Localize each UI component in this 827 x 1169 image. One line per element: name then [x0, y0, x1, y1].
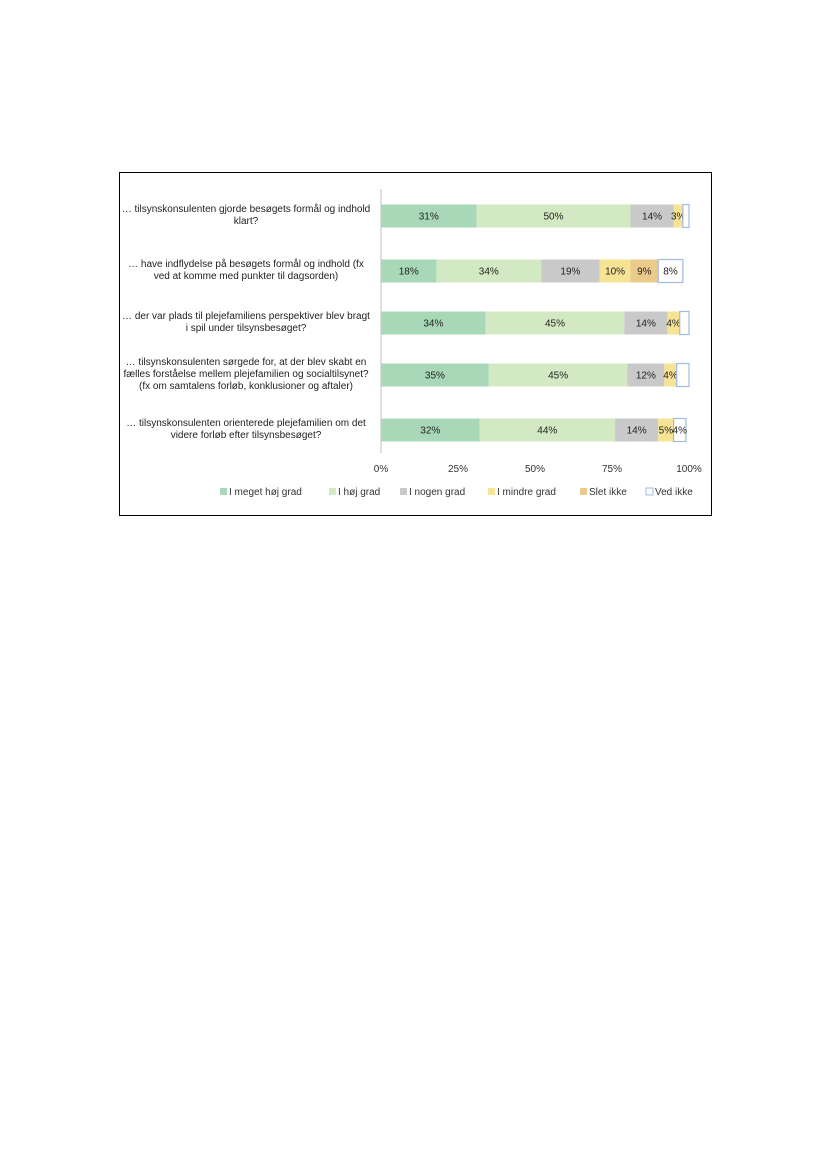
bar-segment [615, 418, 659, 442]
legend-swatch [645, 487, 654, 496]
bar-segment [479, 418, 616, 442]
legend-label: I nogen grad [409, 487, 465, 498]
legend-label: I høj grad [338, 487, 380, 498]
bar-segment [627, 363, 665, 387]
data-label: 14% [642, 212, 662, 223]
bar-segment [657, 258, 684, 284]
bar-segment [664, 363, 677, 387]
x-tick-label: 100% [676, 464, 702, 475]
legend-label: I meget høj grad [229, 487, 302, 498]
bar-segment [682, 203, 690, 229]
legend-swatch [329, 488, 336, 495]
bar-segment [381, 418, 480, 442]
data-label: 34% [479, 267, 499, 278]
bar-segment [381, 259, 437, 283]
bar-segment [630, 259, 659, 283]
x-tick-label: 25% [448, 464, 468, 475]
data-label: 31% [419, 212, 439, 223]
bar-segment [485, 311, 625, 335]
legend-swatch [580, 488, 587, 495]
data-label: 35% [425, 371, 445, 382]
bar-segment [381, 311, 486, 335]
data-label: 50% [543, 212, 563, 223]
data-label: 44% [537, 426, 557, 437]
bar-segment [676, 362, 690, 388]
x-tick-label: 0% [374, 464, 389, 475]
category-label: … tilsynskonsulenten sørgede for, at der… [123, 357, 369, 392]
data-label: 14% [627, 426, 647, 437]
category-label: … have indflydelse på besøgets formål og… [128, 259, 364, 282]
bar-segment [541, 259, 600, 283]
bar-segment [436, 259, 542, 283]
category-label: … der var plads til plejefamiliens persp… [122, 311, 370, 334]
legend-label: I mindre grad [497, 487, 556, 498]
bar-segment [381, 204, 477, 228]
data-label: 4% [666, 319, 681, 330]
legend-label: Slet ikke [589, 487, 627, 498]
data-label: 9% [637, 267, 652, 278]
category-label: … tilsynskonsulenten orienterede plejefa… [126, 418, 366, 441]
bar-segment [476, 204, 631, 228]
x-tick-label: 50% [525, 464, 545, 475]
data-label: 34% [423, 319, 443, 330]
legend-swatch [488, 488, 495, 495]
data-label: 3% [671, 212, 686, 223]
legend-label: Ved ikke [655, 487, 693, 498]
data-label: 18% [399, 267, 419, 278]
bar-segment [672, 417, 687, 443]
data-label: 14% [636, 319, 656, 330]
bar-segment [381, 363, 489, 387]
bar-segment [673, 204, 683, 228]
data-label: 10% [605, 267, 625, 278]
data-label: 4% [673, 426, 688, 437]
bar-segment [658, 418, 674, 442]
stacked-bar-chart: 31% 50% 14% 3% 18% 34% 19% 10% 9% 8% 34% 45% 14% 4% 35… [220, 189, 702, 498]
data-label: 45% [548, 371, 568, 382]
bar-segment [624, 311, 668, 335]
data-label: 12% [636, 371, 656, 382]
data-label: 45% [545, 319, 565, 330]
legend-swatch [400, 488, 407, 495]
legend-swatch [220, 488, 227, 495]
data-label: 8% [663, 267, 678, 278]
bar-segment [667, 311, 680, 335]
data-label: 5% [659, 426, 674, 437]
bar-segment [679, 310, 690, 336]
bar-segment [488, 363, 628, 387]
category-label: … tilsynskonsulenten gjorde besøgets for… [121, 204, 371, 227]
chart-frame: 31% 50% 14% 3% 18% 34% 19% 10% 9% 8% 34% 45% 14% 4% 35… [119, 172, 712, 516]
data-label: 19% [560, 267, 580, 278]
data-label: 32% [420, 426, 440, 437]
bar-segment [630, 204, 674, 228]
x-tick-label: 75% [602, 464, 622, 475]
data-label: 4% [663, 371, 678, 382]
bar-segment [599, 259, 631, 283]
